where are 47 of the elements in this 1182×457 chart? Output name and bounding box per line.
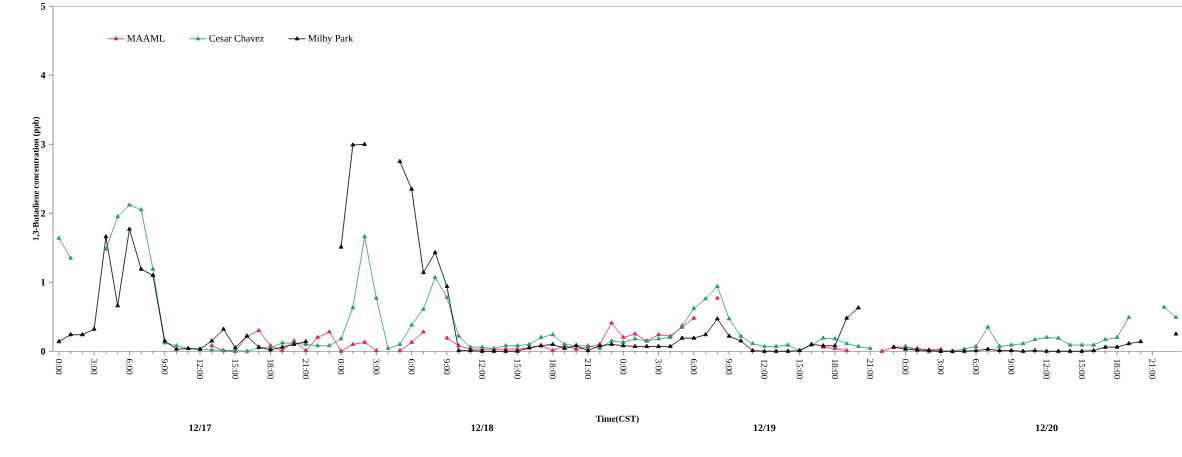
x-axis-title: Time(CST) bbox=[595, 415, 639, 424]
x-tick-label: 21:00 bbox=[867, 358, 874, 379]
y-axis-title: 1,3-Butadiene concentration (ppb) bbox=[32, 116, 41, 241]
x-tick-label: 3:00 bbox=[937, 359, 944, 375]
y-tick-label: 4 bbox=[40, 71, 46, 79]
x-tick-label: 6:00 bbox=[408, 358, 415, 375]
x-tick-label: 3:00 bbox=[91, 359, 98, 375]
text: 12/17 bbox=[189, 424, 212, 432]
x-tick-label: 6:00 bbox=[126, 358, 133, 375]
text: 12/18 bbox=[471, 424, 494, 432]
x-tick-label: 12:00 bbox=[196, 359, 204, 379]
x-tick-label: 15:00 bbox=[514, 359, 521, 379]
x-tick-label: 0:00 bbox=[902, 358, 909, 375]
x-tick-label: 12:00 bbox=[761, 359, 768, 379]
text: 12/20 bbox=[1035, 424, 1058, 432]
x-tick-label: 9:00 bbox=[161, 358, 168, 375]
x-tick-label: 6:00 bbox=[690, 358, 697, 375]
legend-label: Cesar Chavez bbox=[209, 34, 264, 42]
legend-label: MAAML bbox=[127, 34, 165, 42]
x-tick-label: 12:00 bbox=[479, 359, 486, 379]
x-tick-label: 3:00 bbox=[373, 359, 380, 375]
text: 12/19 bbox=[753, 424, 776, 432]
x-tick-label: 6:00 bbox=[972, 358, 980, 375]
x-tick-label: 15:00 bbox=[796, 359, 803, 379]
x-tick-label: 0:00 bbox=[338, 358, 345, 375]
y-tick-label: 5 bbox=[40, 2, 46, 10]
x-tick-label: 9:00 bbox=[726, 358, 733, 375]
x-tick-label: 21:00 bbox=[1149, 358, 1156, 379]
y-tick-label: 2 bbox=[40, 209, 46, 217]
x-tick-label: 18:00 bbox=[549, 359, 556, 379]
x-tick-label: 0:00 bbox=[620, 358, 627, 375]
legend-label: Milby Park bbox=[308, 34, 354, 44]
x-tick-label: 0:00 bbox=[55, 358, 62, 375]
x-tick-label: 21:00 bbox=[302, 358, 309, 379]
x-tick-label: 9:00 bbox=[1008, 358, 1015, 375]
x-tick-label: 18:00 bbox=[267, 359, 274, 379]
x-tick-label: 15:00 bbox=[1078, 359, 1085, 379]
x-tick-label: 18:00 bbox=[831, 359, 838, 379]
x-tick-label: 18:00 bbox=[1114, 359, 1121, 379]
x-tick-label: 12:00 bbox=[1043, 359, 1050, 379]
y-tick-label: 0 bbox=[40, 347, 46, 355]
y-tick-label: 3 bbox=[40, 140, 46, 148]
x-tick-label: 21:00 bbox=[584, 358, 592, 379]
x-tick-label: 15:00 bbox=[232, 359, 239, 379]
y-tick-label: 1 bbox=[41, 278, 46, 286]
x-tick-label: 3:00 bbox=[655, 359, 662, 375]
x-tick-label: 9:00 bbox=[443, 358, 450, 375]
